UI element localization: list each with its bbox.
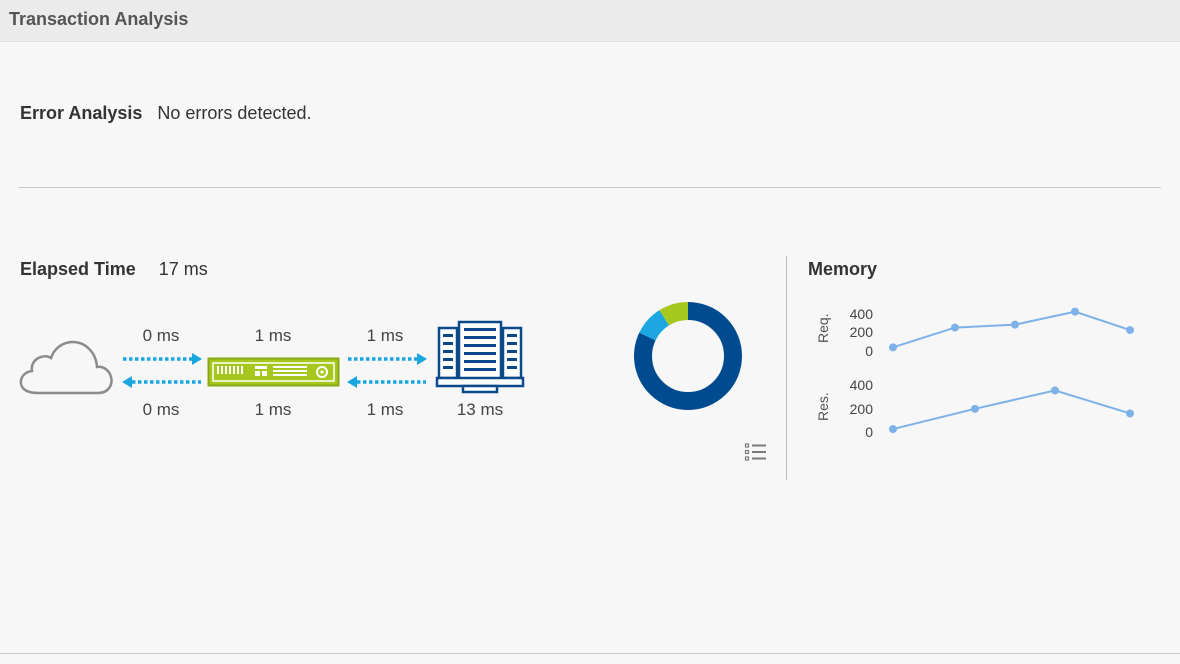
req-memory-sparkline xyxy=(889,307,1134,352)
elapsed-time-value: 17 ms xyxy=(158,259,208,279)
ms-bottom-3: 1 ms xyxy=(366,400,404,419)
res-axis-label: Res. xyxy=(815,392,831,421)
section-divider xyxy=(18,187,1161,188)
res-memory-line xyxy=(892,389,1131,431)
panel-title: Transaction Analysis xyxy=(9,9,189,29)
appliance-icon xyxy=(207,357,340,387)
req-memory-point-4[interactable] xyxy=(1071,307,1079,316)
res-memory-point-3[interactable] xyxy=(1051,386,1059,395)
res-memory-point-1[interactable] xyxy=(889,425,897,434)
time-donut-chart[interactable] xyxy=(630,298,746,414)
res-tick-400: 400 xyxy=(849,377,873,393)
server-icon xyxy=(435,320,525,394)
req-memory-point-1[interactable] xyxy=(889,343,897,352)
ms-bottom-4: 13 ms xyxy=(456,400,504,419)
ms-top-1: 0 ms xyxy=(142,326,180,345)
req-memory-line xyxy=(892,310,1131,349)
req-memory-point-3[interactable] xyxy=(1011,320,1019,329)
arrows-cloud-appliance xyxy=(122,353,202,388)
res-memory-point-4[interactable] xyxy=(1126,409,1134,418)
res-memory-sparkline xyxy=(889,386,1134,434)
error-analysis-row: Error Analysis No errors detected. xyxy=(20,103,311,124)
ms-bottom-1: 0 ms xyxy=(142,400,180,419)
memory-title: Memory xyxy=(808,259,878,279)
ms-top-2: 1 ms xyxy=(254,326,292,345)
error-analysis-value: No errors detected. xyxy=(157,103,312,123)
req-tick-400: 400 xyxy=(849,306,873,322)
panel-header: Transaction Analysis xyxy=(0,0,1180,42)
res-tick-0: 0 xyxy=(865,424,873,440)
error-analysis-label: Error Analysis xyxy=(20,103,143,123)
res-tick-200: 200 xyxy=(849,401,873,417)
res-memory-point-2[interactable] xyxy=(971,404,979,413)
req-axis-label: Req. xyxy=(815,313,831,343)
donut-segment-3[interactable] xyxy=(634,302,742,410)
req-tick-0: 0 xyxy=(865,343,873,359)
elapsed-time-row: Elapsed Time 17 ms xyxy=(20,259,208,280)
ms-bottom-2: 1 ms xyxy=(254,400,292,419)
req-tick-200: 200 xyxy=(849,324,873,340)
req-memory-point-2[interactable] xyxy=(951,323,959,332)
cloud-icon xyxy=(19,340,113,395)
memory-separator xyxy=(786,256,787,480)
panel-bottom-border xyxy=(0,653,1180,654)
elapsed-time-label: Elapsed Time xyxy=(20,259,136,279)
arrows-appliance-server xyxy=(347,353,427,388)
ms-top-3: 1 ms xyxy=(366,326,404,345)
list-icon[interactable] xyxy=(744,442,768,462)
req-memory-point-5[interactable] xyxy=(1126,326,1134,335)
